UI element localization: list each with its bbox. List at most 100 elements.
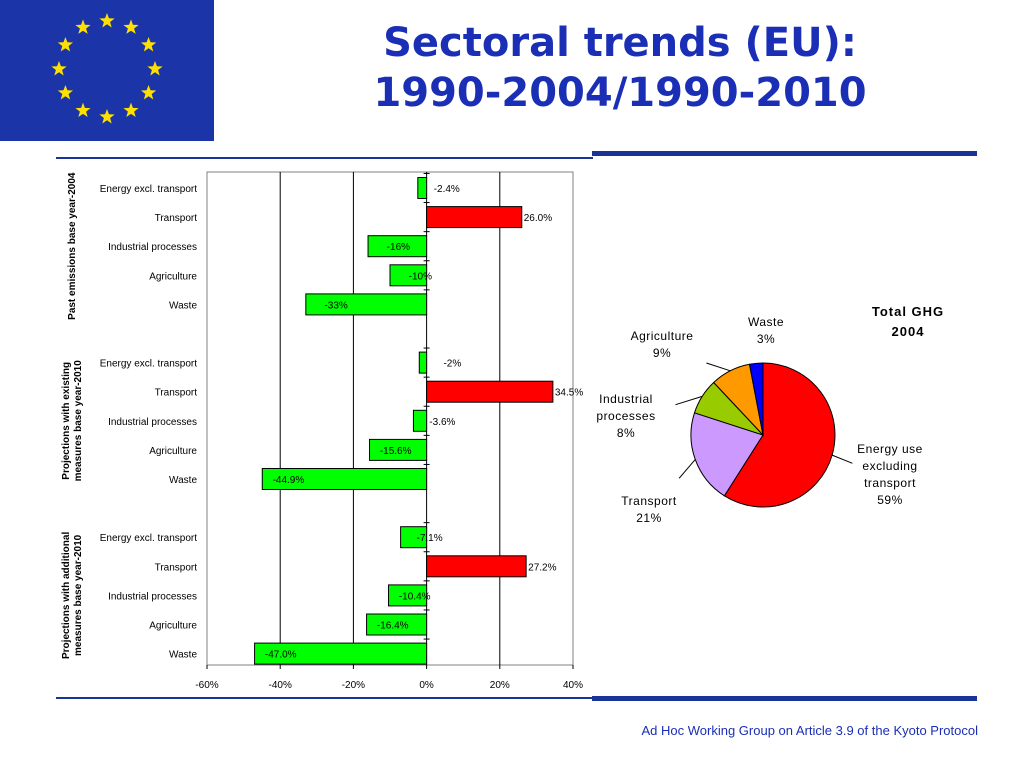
- pie-slice: [723, 362, 836, 508]
- bar: [369, 438, 428, 461]
- footer-text: Ad Hoc Working Group on Article 3.9 of t…: [641, 723, 979, 738]
- category-label: Waste: [169, 475, 197, 486]
- bar-plot-area: -60% -40% -20% 0% 20% 40%: [195, 171, 583, 691]
- bar: [426, 555, 527, 578]
- footer-rule: [592, 696, 977, 701]
- eu-flag-icon: [51, 13, 163, 124]
- category-label: Transport: [155, 213, 198, 224]
- pie-slice-label: Industrial: [599, 392, 653, 406]
- bar: [400, 526, 428, 549]
- pie-slice-label: Transport: [621, 494, 677, 508]
- bar: [366, 613, 428, 636]
- data-label: -44.9%: [273, 475, 305, 486]
- data-label: -16.4%: [377, 621, 409, 632]
- bar: [389, 264, 428, 287]
- category-label: Industrial processes: [108, 591, 197, 602]
- category-label: Industrial processes: [108, 417, 197, 428]
- pie-slice-label: 9%: [653, 346, 671, 360]
- pie-leader-line: [678, 459, 696, 479]
- pie-slice-label: transport: [864, 476, 916, 490]
- pie-slice-label: 8%: [617, 426, 635, 440]
- group-label: Projections with existingmeasures base y…: [61, 360, 84, 482]
- bar: [426, 206, 523, 229]
- flag-star: [51, 61, 67, 76]
- x-tick-label: -60%: [195, 680, 218, 691]
- pie-slice-label: processes: [596, 409, 655, 423]
- category-label: Agriculture: [149, 271, 197, 282]
- category-label: Transport: [155, 562, 198, 573]
- data-label: -3.6%: [429, 417, 455, 428]
- pie-leader-line: [675, 395, 703, 406]
- flag-star: [99, 109, 115, 124]
- group-label: Past emissions base year-2004: [67, 172, 78, 320]
- header-rule-thin: [56, 157, 593, 159]
- group-label-line: measures base year-2010: [73, 534, 84, 656]
- category-label: Agriculture: [149, 446, 197, 457]
- data-label: -2%: [443, 359, 461, 370]
- pie-slice-label: 21%: [636, 511, 662, 525]
- data-label: -2.4%: [434, 184, 460, 195]
- flag-star: [57, 85, 73, 100]
- data-label: -33%: [324, 300, 347, 311]
- pie-slice: [690, 412, 764, 497]
- pie-title-line1: Total GHG: [872, 304, 944, 319]
- pie-slice: [712, 363, 764, 437]
- group-label-line: Past emissions base year-2004: [67, 172, 78, 320]
- category-label: Energy excl. transport: [100, 533, 197, 544]
- data-label: -7.1%: [416, 533, 442, 544]
- data-label: -16%: [387, 242, 410, 253]
- category-label: Waste: [169, 650, 197, 661]
- page-title: Sectoral trends (EU): 1990-2004/1990-201…: [330, 18, 910, 118]
- category-label: Energy excl. transport: [100, 184, 197, 195]
- pie-slice-label: Agriculture: [631, 329, 694, 343]
- pie-slice-label: Waste: [748, 315, 784, 329]
- data-label: -10.4%: [399, 591, 431, 602]
- data-label: -47.0%: [265, 650, 297, 661]
- x-tick-label: 20%: [490, 680, 510, 691]
- pie-slice-label: Energy use: [857, 442, 923, 456]
- bar: [261, 468, 428, 490]
- pie-title-line2: 2004: [892, 324, 925, 339]
- category-label: Agriculture: [149, 621, 197, 632]
- category-label: Transport: [155, 388, 198, 399]
- flag-star: [99, 13, 115, 28]
- x-tick-label: -40%: [269, 680, 292, 691]
- header-rule: [592, 151, 977, 156]
- pie-slice: [693, 381, 764, 436]
- flag-star: [75, 102, 91, 117]
- bar: [305, 293, 428, 316]
- group-label-line: Projections with existing: [61, 362, 72, 480]
- pie-leader-line: [831, 454, 853, 464]
- sector-bar-chart: -60% -40% -20% 0% 20% 40% Energy excl. transpo…: [61, 171, 583, 691]
- data-label: -10%: [409, 271, 432, 282]
- flag-star: [57, 37, 73, 52]
- bar: [412, 409, 428, 432]
- bar: [254, 642, 428, 665]
- data-label: -15.6%: [380, 446, 412, 457]
- category-label: Energy excl. transport: [100, 359, 197, 370]
- pie-slice: [748, 362, 764, 436]
- eu-flag: [0, 0, 214, 141]
- pie-slice-label: excluding: [862, 459, 917, 473]
- bar: [417, 177, 428, 199]
- pie-slice-label: 3%: [757, 332, 775, 346]
- bar: [426, 380, 554, 403]
- x-tick-label: 40%: [563, 680, 583, 691]
- flag-star: [75, 19, 91, 34]
- x-tick-label: -20%: [342, 680, 365, 691]
- flag-star: [123, 102, 139, 117]
- pie-slice-label: 59%: [877, 493, 903, 507]
- flag-star: [123, 19, 139, 34]
- group-label-line: measures base year-2010: [73, 360, 84, 482]
- bar: [388, 584, 428, 607]
- data-label: 26.0%: [524, 213, 552, 224]
- group-label: Projections with additionalmeasures base…: [61, 532, 84, 659]
- group-label-line: Projections with additional: [61, 532, 72, 659]
- data-label: 34.5%: [555, 388, 583, 399]
- footer-rule-thin: [56, 697, 593, 699]
- flag-star: [141, 37, 157, 52]
- flag-star: [141, 85, 157, 100]
- data-label: 27.2%: [528, 562, 556, 573]
- flag-star: [147, 61, 163, 76]
- category-label: Industrial processes: [108, 242, 197, 253]
